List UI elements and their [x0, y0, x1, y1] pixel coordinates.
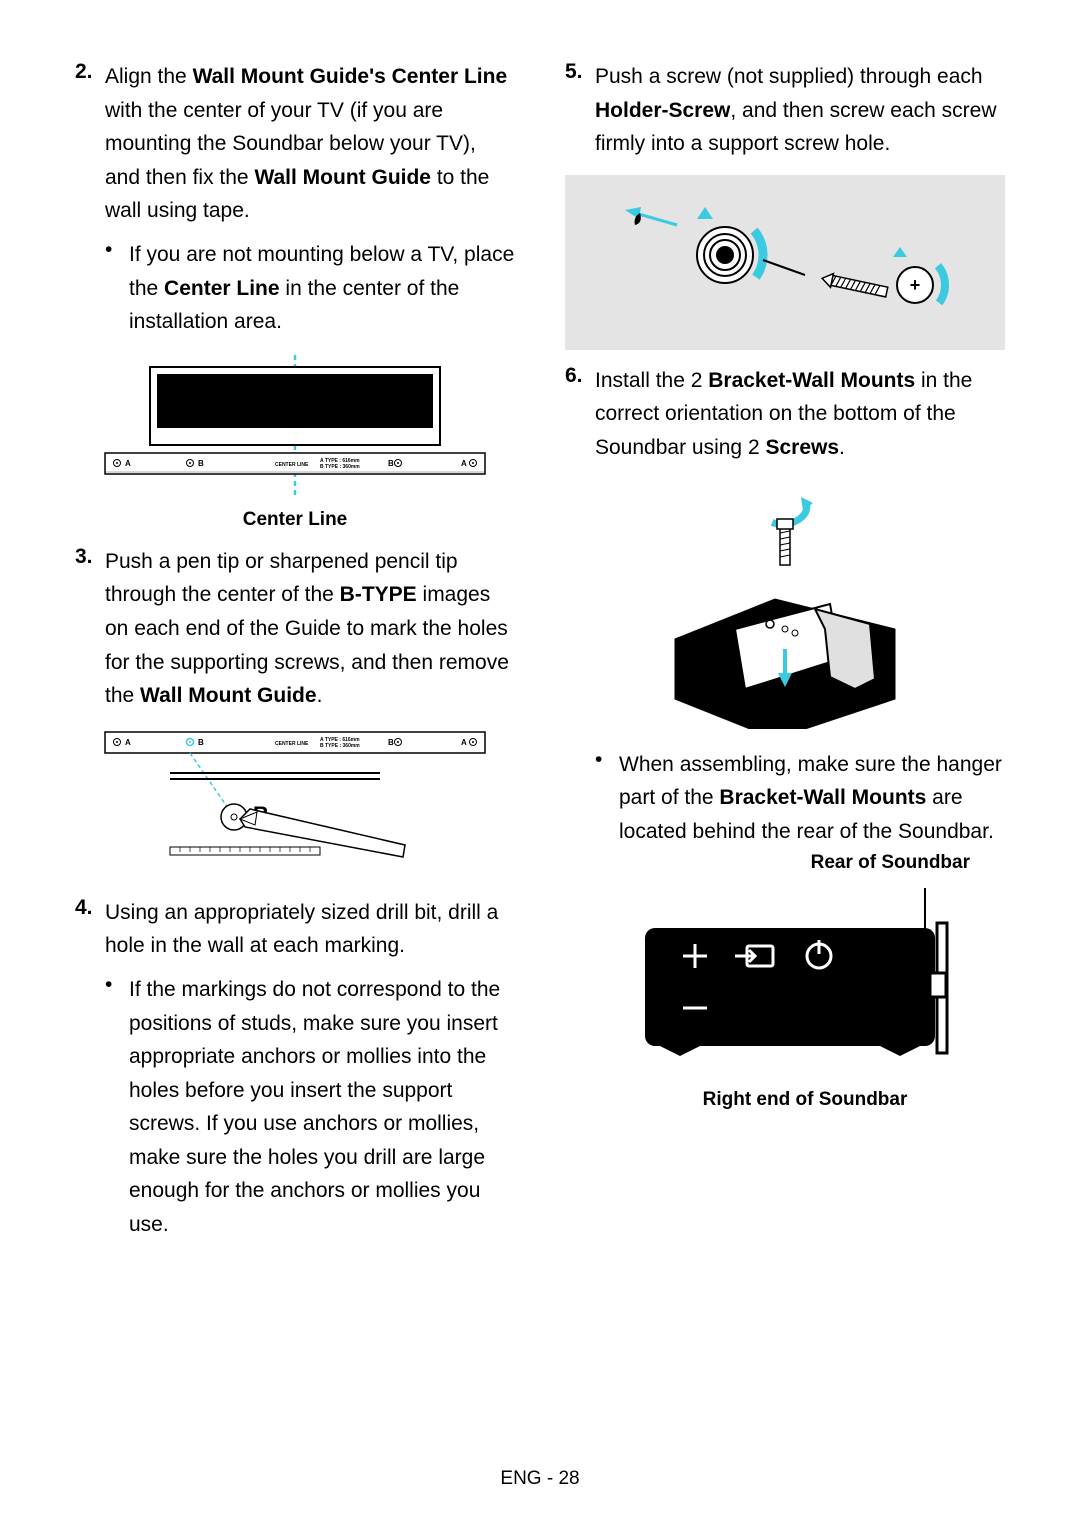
step-4: 4. Using an appropriately sized drill bi…: [75, 896, 515, 963]
screw-diagram: +: [605, 195, 965, 325]
svg-text:B: B: [388, 738, 394, 747]
step-4-bullet: • If the markings do not correspond to t…: [105, 973, 515, 1242]
step-number: 6.: [565, 364, 595, 465]
figure-bracket: [565, 479, 1005, 734]
svg-text:+: +: [910, 275, 921, 295]
bullet-icon: •: [595, 748, 619, 849]
svg-text:A: A: [461, 738, 467, 747]
step-6-bullet: • When assembling, make sure the hanger …: [595, 748, 1005, 849]
bullet-text: When assembling, make sure the hanger pa…: [619, 748, 1005, 849]
step-text: Push a pen tip or sharpened pencil tip t…: [105, 545, 515, 713]
step-number: 4.: [75, 896, 105, 963]
svg-text:B TYPE : 360mm: B TYPE : 360mm: [320, 743, 360, 749]
step-number: 3.: [75, 545, 105, 713]
rear-caption: Rear of Soundbar: [565, 852, 1005, 874]
svg-text:CENTER LINE: CENTER LINE: [275, 741, 309, 747]
step-5: 5. Push a screw (not supplied) through e…: [565, 60, 1005, 161]
svg-text:B: B: [198, 738, 204, 747]
pencil-diagram: A B CENTER LINE A TYPE : 616mm B TYPE : …: [95, 727, 495, 877]
svg-text:CENTER LINE: CENTER LINE: [275, 462, 309, 468]
bullet-text: If the markings do not correspond to the…: [129, 973, 515, 1242]
gray-figure-box: +: [565, 175, 1005, 350]
right-column: 5. Push a screw (not supplied) through e…: [565, 60, 1005, 1246]
figure-rear-soundbar: Right end of Soundbar: [565, 888, 1005, 1111]
bullet-icon: •: [105, 973, 129, 1242]
svg-text:A: A: [461, 459, 467, 468]
right-end-caption: Right end of Soundbar: [605, 1089, 1005, 1111]
figure-caption: Center Line: [75, 509, 515, 531]
step-3: 3. Push a pen tip or sharpened pencil ti…: [75, 545, 515, 713]
rear-soundbar-diagram: [635, 888, 975, 1078]
svg-text:A: A: [125, 459, 131, 468]
figure-holder-screw: +: [565, 175, 1005, 350]
bracket-diagram: [645, 479, 925, 729]
svg-text:B: B: [198, 459, 204, 468]
bullet-icon: •: [105, 238, 129, 339]
center-line-diagram: A B CENTER LINE A TYPE : 616mm B TYPE : …: [95, 353, 495, 498]
content-columns: 2. Align the Wall Mount Guide's Center L…: [75, 60, 1005, 1246]
step-text: Align the Wall Mount Guide's Center Line…: [105, 60, 515, 228]
step-text: Install the 2 Bracket-Wall Mounts in the…: [595, 364, 1005, 465]
step-number: 2.: [75, 60, 105, 228]
step-2: 2. Align the Wall Mount Guide's Center L…: [75, 60, 515, 228]
svg-text:B TYPE : 360mm: B TYPE : 360mm: [320, 464, 360, 470]
svg-text:A: A: [125, 738, 131, 747]
left-column: 2. Align the Wall Mount Guide's Center L…: [75, 60, 515, 1246]
figure-pencil: A B CENTER LINE A TYPE : 616mm B TYPE : …: [75, 727, 515, 882]
step-text: Using an appropriately sized drill bit, …: [105, 896, 515, 963]
step-text: Push a screw (not supplied) through each…: [595, 60, 1005, 161]
figure-center-line: A B CENTER LINE A TYPE : 616mm B TYPE : …: [75, 353, 515, 531]
step-number: 5.: [565, 60, 595, 161]
step-2-bullet: • If you are not mounting below a TV, pl…: [105, 238, 515, 339]
step-6: 6. Install the 2 Bracket-Wall Mounts in …: [565, 364, 1005, 465]
svg-text:B: B: [388, 459, 394, 468]
bullet-text: If you are not mounting below a TV, plac…: [129, 238, 515, 339]
page-footer: ENG - 28: [0, 1468, 1080, 1490]
